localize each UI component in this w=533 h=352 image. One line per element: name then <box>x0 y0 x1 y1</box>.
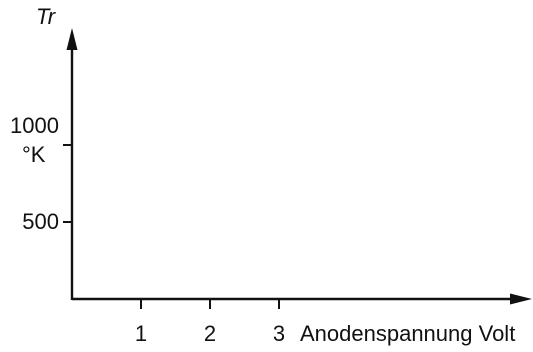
y-tick-label: 500 <box>22 209 59 234</box>
x-tick-label: 1 <box>135 321 147 346</box>
y-axis-unit: °K <box>22 142 46 167</box>
y-axis: Tr °K <box>22 4 78 300</box>
y-tick-label: 1000 <box>10 113 59 138</box>
y-axis-arrow <box>67 28 78 50</box>
x-tick-label: 3 <box>273 321 285 346</box>
x-ticks: 1 2 3 <box>135 299 285 346</box>
x-tick-label: 2 <box>204 321 216 346</box>
x-axis-label: Anodenspannung Volt <box>300 321 515 346</box>
y-ticks: 500 1000 <box>10 113 72 234</box>
x-axis-arrow <box>510 294 532 305</box>
y-axis-label: Tr <box>36 4 57 29</box>
